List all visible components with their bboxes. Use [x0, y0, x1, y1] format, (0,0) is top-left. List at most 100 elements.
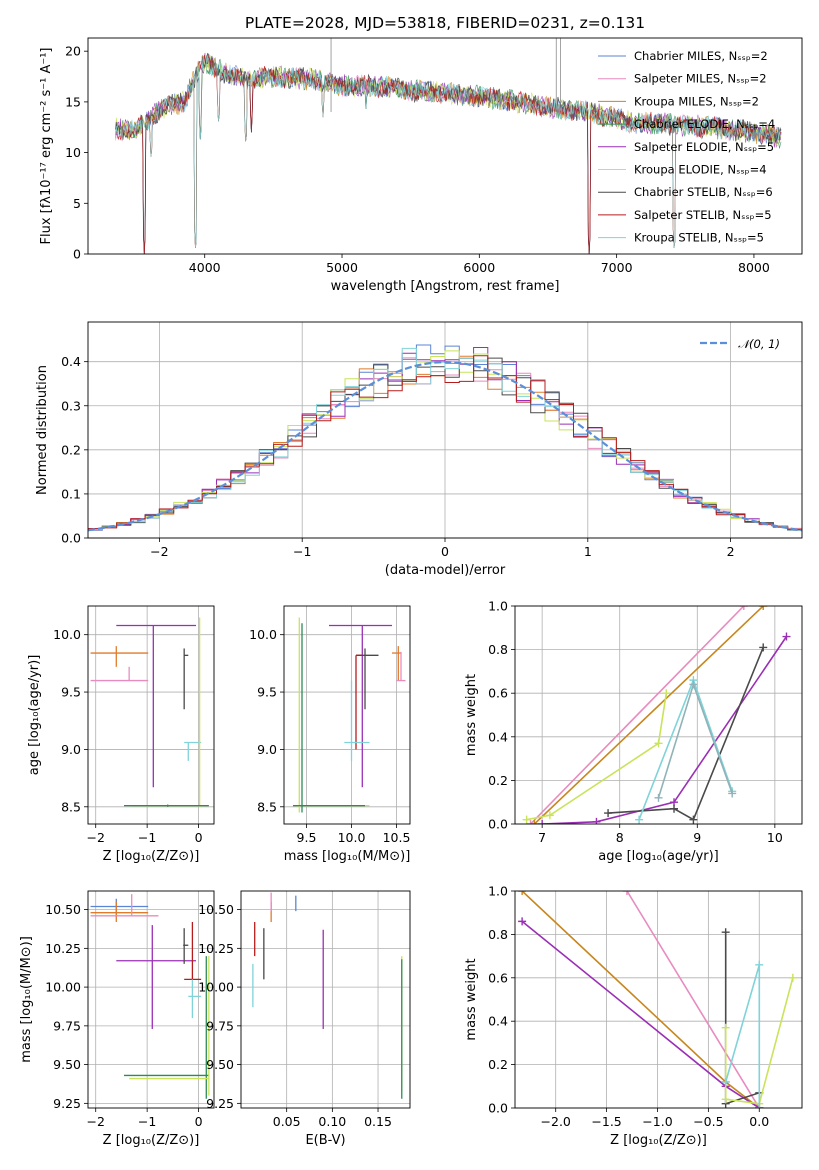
x-tick-label: −2.0 — [541, 1114, 571, 1129]
weight-marker — [721, 1095, 730, 1104]
y-tick-label: 0.0 — [488, 1101, 508, 1116]
y-tick-label: 10.00 — [198, 980, 234, 995]
spectrum-series-line — [115, 54, 782, 248]
weight-marker — [654, 793, 663, 802]
x-axis-label: wavelength [Angstrom, rest frame] — [331, 279, 560, 294]
weight-marker — [739, 606, 748, 610]
weight-line — [529, 606, 745, 824]
x-axis-label: E(B-V) — [305, 1133, 345, 1148]
legend-label: Chabrier MILES, Nₛₛₚ=2 — [634, 49, 768, 63]
legend-label: Chabrier STELIB, Nₛₛₚ=6 — [634, 185, 773, 199]
weight-marker — [755, 1104, 764, 1108]
x-tick-label: 9 — [693, 830, 701, 845]
weight-vs-metallicity-panel: −2.0 −1.5 −1.0 −0.5 0.0 0.0 0.2 0.4 0.6 0.8 1.0 Z [… — [464, 884, 803, 1148]
weight-marker — [662, 689, 671, 698]
y-tick-label: 8.5 — [257, 799, 277, 814]
y-tick-label: 10.00 — [45, 980, 81, 995]
y-tick-label: 9.5 — [61, 685, 81, 700]
x-tick-label: −1.5 — [591, 1114, 621, 1129]
x-tick-label: 6000 — [463, 260, 495, 275]
weight-vs-age-panel: 7 8 9 10 0.0 0.2 0.4 0.6 0.8 1.0 age [log₁₀(age/yr… — [464, 599, 803, 864]
y-axis-label: Normed distribution — [35, 365, 50, 495]
x-tick-label: 7 — [538, 830, 546, 845]
age-vs-mass-panel: 9.5 10.0 10.5 8.5 9.0 9.5 10.0 mass [log₁₀(M/M⊙… — [249, 605, 411, 864]
y-tick-label: 0.2 — [61, 442, 81, 457]
weight-marker — [670, 804, 679, 813]
weight-marker — [721, 1023, 730, 1032]
weight-line — [626, 891, 760, 1108]
figure-title: PLATE=2028, MJD=53818, FIBERID=0231, z=0… — [245, 14, 645, 32]
grid — [88, 606, 214, 824]
plot-area — [522, 606, 791, 824]
x-tick-label: 10.5 — [383, 830, 411, 845]
weight-marker — [530, 820, 539, 824]
x-tick-label: 10.0 — [338, 830, 366, 845]
y-tick-label: 0.0 — [61, 531, 81, 546]
grid — [284, 606, 410, 824]
y-axis-label: mass weight — [464, 958, 479, 1040]
y-tick-label: 9.50 — [53, 1057, 81, 1072]
weight-marker — [545, 811, 554, 820]
histogram-step — [88, 355, 802, 530]
weight-line — [638, 677, 733, 820]
y-tick-label: 9.0 — [61, 742, 81, 757]
weight-line — [521, 891, 760, 1108]
legend-label: Kroupa STELIB, Nₛₛₚ=5 — [634, 231, 764, 245]
gaussian-curve — [88, 360, 802, 532]
y-tick-label: 9.25 — [53, 1096, 81, 1111]
axes-frame — [87, 890, 215, 1109]
y-tick-label: 10.0 — [249, 627, 277, 642]
y-tick-label: 1.0 — [488, 884, 508, 899]
residuals-histogram-panel: −2 −1 0 1 2 0.0 0.1 0.2 0.3 0.4 (data-model)/error… — [35, 321, 803, 578]
weight-marker — [635, 815, 644, 824]
x-axis-label: Z [log₁₀(Z/Z⊙)] — [103, 1133, 200, 1148]
weight-line — [526, 693, 668, 821]
legend-label: 𝒩(0, 1) — [738, 337, 780, 351]
x-tick-label: 7000 — [601, 260, 633, 275]
y-tick-label: 10 — [65, 145, 81, 160]
age-vs-metallicity-panel: −2 −1 0 8.5 9.0 9.5 10.0 Z [log₁₀(Z/Z⊙)] age [lo… — [27, 605, 215, 864]
y-tick-label: 9.0 — [257, 742, 277, 757]
mass-vs-metallicity-panel: −2 −1 0 9.25 9.50 9.75 10.00 10.25 10.50 Z [log₁₀… — [19, 890, 215, 1148]
y-tick-label: 0.6 — [488, 970, 508, 985]
weight-marker — [604, 809, 613, 818]
x-tick-label: 1 — [584, 544, 592, 559]
x-axis-label: age [log₁₀(age/yr)] — [598, 849, 719, 864]
weight-marker — [759, 606, 768, 610]
histogram-step — [88, 344, 802, 531]
spectrum-panel: 4000 5000 6000 7000 8000 0 5 10 15 20 wavelength [… — [39, 37, 803, 294]
x-tick-label: −2 — [86, 1114, 104, 1129]
x-tick-label: −1.0 — [642, 1114, 672, 1129]
x-axis-label: Z [log₁₀(Z/Z⊙)] — [103, 849, 200, 864]
weight-marker — [522, 815, 531, 824]
y-tick-label: 0.4 — [488, 1014, 508, 1029]
x-tick-label: −1 — [138, 1114, 156, 1129]
x-axis-label: (data-model)/error — [385, 563, 506, 578]
axes-frame — [87, 605, 215, 825]
y-tick-label: 0.8 — [488, 927, 508, 942]
x-tick-label: 4000 — [189, 260, 221, 275]
weight-marker — [622, 891, 631, 895]
y-tick-label: 0.4 — [61, 354, 81, 369]
weight-marker — [782, 632, 791, 641]
weight-marker — [788, 973, 797, 982]
x-tick-label: 8000 — [738, 260, 770, 275]
weight-marker — [759, 643, 768, 652]
x-axis-label: Z [log₁₀(Z/Z⊙)] — [610, 1133, 707, 1148]
axes-frame — [514, 605, 803, 825]
plot-area — [90, 617, 209, 807]
x-tick-label: 9.5 — [297, 830, 317, 845]
y-tick-label: 0.0 — [488, 817, 508, 832]
x-tick-label: 2 — [727, 544, 735, 559]
y-axis-label: Flux [fλ10⁻¹⁷ erg cm⁻² s⁻¹ A⁻¹] — [39, 48, 54, 245]
x-tick-label: 0 — [195, 830, 203, 845]
histogram-step — [88, 347, 802, 531]
axes-frame — [240, 890, 411, 1109]
y-tick-label: 9.75 — [53, 1018, 81, 1033]
x-tick-label: 0.05 — [273, 1114, 301, 1129]
weight-marker — [526, 820, 535, 824]
x-tick-label: −0.5 — [693, 1114, 723, 1129]
y-tick-label: 8.5 — [61, 799, 81, 814]
plot-area — [88, 344, 802, 532]
